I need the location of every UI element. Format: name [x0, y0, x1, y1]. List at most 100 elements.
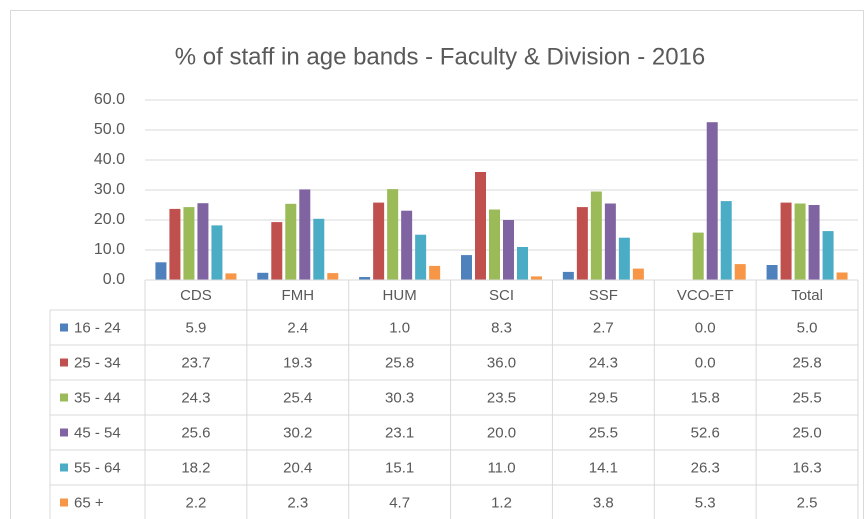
bar: [489, 209, 500, 280]
legend-label: 35 - 44: [74, 389, 121, 406]
bar: [461, 255, 472, 280]
bar: [327, 273, 339, 280]
table-cell: 36.0: [487, 354, 516, 371]
x-tick-label: SSF: [589, 287, 618, 304]
table-cell: 1.2: [491, 494, 512, 511]
table-cell: 25.8: [792, 354, 821, 371]
table-cell: 52.6: [691, 424, 720, 441]
table-cell: 20.0: [487, 424, 516, 441]
chart-title: % of staff in age bands - Faculty & Divi…: [175, 43, 706, 70]
bar: [517, 247, 528, 280]
y-tick-label: 20.0: [94, 211, 125, 228]
table-cell: 2.2: [185, 494, 206, 511]
y-tick-label: 30.0: [94, 181, 125, 198]
bar: [766, 265, 778, 280]
table-cell: 5.9: [185, 319, 206, 336]
y-tick-label: 50.0: [94, 121, 125, 138]
table-cell: 25.6: [181, 424, 210, 441]
bar: [692, 232, 704, 280]
bar: [720, 201, 732, 280]
table-cell: 25.5: [589, 424, 618, 441]
x-tick-label: CDS: [180, 287, 212, 304]
bar: [780, 202, 792, 280]
bar: [734, 264, 746, 280]
table-cell: 2.3: [287, 494, 308, 511]
legend-label: 25 - 34: [74, 354, 121, 371]
bar: [373, 202, 385, 280]
table-cell: 11.0: [487, 459, 515, 476]
table-cell: 24.3: [589, 354, 618, 371]
bar: [155, 262, 167, 280]
y-tick-label: 40.0: [94, 151, 125, 168]
table-cell: 3.8: [593, 494, 614, 511]
y-tick-label: 60.0: [94, 91, 125, 108]
bar: [531, 276, 542, 280]
legend-label: 16 - 24: [74, 319, 121, 336]
table-cell: 5.3: [695, 494, 716, 511]
table-cell: 0.0: [695, 319, 716, 336]
x-tick-label: VCO-ET: [677, 287, 734, 304]
table-cell: 23.5: [487, 389, 516, 406]
bar: [225, 273, 237, 280]
table-cell: 25.5: [792, 389, 821, 406]
x-tick-label: SCI: [489, 287, 514, 304]
table-cell: 25.0: [792, 424, 821, 441]
table-cell: 20.4: [283, 459, 312, 476]
bar: [401, 210, 413, 280]
table-cell: 30.3: [385, 389, 414, 406]
bar: [271, 222, 283, 280]
x-tick-label: Total: [791, 287, 823, 304]
bar: [299, 189, 311, 280]
bar: [197, 203, 209, 280]
bar: [590, 191, 602, 280]
table-cell: 2.5: [797, 494, 818, 511]
legend-label: 55 - 64: [74, 459, 121, 476]
table-cell: 14.1: [589, 459, 618, 476]
bar: [604, 203, 616, 280]
bar: [387, 189, 399, 280]
table-cell: 30.2: [283, 424, 312, 441]
table-cell: 19.3: [283, 354, 312, 371]
x-tick-label: HUM: [383, 287, 417, 304]
bar: [285, 203, 297, 280]
bar: [183, 207, 195, 280]
bar: [808, 205, 820, 280]
table-cell: 0.0: [695, 354, 716, 371]
bar: [169, 208, 181, 280]
bar: [836, 272, 848, 280]
table-cell: 23.1: [385, 424, 414, 441]
table-cell: 24.3: [181, 389, 210, 406]
bar: [794, 203, 806, 280]
table-cell: 29.5: [589, 389, 618, 406]
table-cell: 15.8: [691, 389, 720, 406]
table-cell: 1.0: [389, 319, 410, 336]
table-cell: 8.3: [491, 319, 512, 336]
table-cell: 25.8: [385, 354, 414, 371]
legend-key: [60, 428, 68, 437]
table-cell: 25.4: [283, 389, 312, 406]
y-tick-label: 10.0: [94, 241, 125, 258]
bar: [359, 277, 371, 280]
table-cell: 26.3: [691, 459, 720, 476]
legend-key: [60, 463, 68, 472]
bar: [576, 207, 588, 280]
table-cell: 4.7: [389, 494, 410, 511]
table-cell: 16.3: [792, 459, 821, 476]
table-cell: 23.7: [181, 354, 210, 371]
legend-key: [60, 323, 68, 332]
legend-label: 45 - 54: [74, 424, 121, 441]
legend-label: 65 +: [74, 494, 104, 511]
bar: [632, 268, 644, 280]
table-cell: 2.4: [287, 319, 308, 336]
bar: [503, 220, 514, 280]
bar: [415, 234, 427, 280]
legend-key: [60, 498, 68, 507]
legend-key: [60, 358, 68, 367]
bar: [475, 172, 486, 280]
bar: [211, 225, 223, 280]
bar: [706, 122, 718, 280]
legend-key: [60, 393, 68, 402]
bar: [257, 272, 269, 280]
bar: [822, 231, 834, 280]
